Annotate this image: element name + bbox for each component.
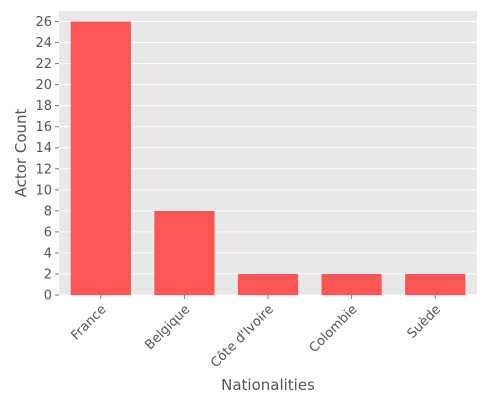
y-tick-label: 2 bbox=[44, 267, 52, 282]
y-tick-label: 0 bbox=[44, 289, 52, 304]
x-tick-label: Colombie bbox=[307, 302, 361, 356]
y-tick-label: 24 bbox=[35, 36, 52, 51]
y-tick-label: 16 bbox=[35, 120, 52, 135]
y-tick-label: 6 bbox=[44, 225, 52, 240]
x-tick-label: Suède bbox=[405, 302, 444, 341]
bar bbox=[70, 21, 131, 295]
y-tick-label: 10 bbox=[35, 183, 52, 198]
y-tick-label: 20 bbox=[35, 78, 52, 93]
y-tick-label: 4 bbox=[44, 246, 52, 261]
y-axis-title: Actor Count bbox=[12, 108, 30, 197]
bar bbox=[405, 273, 466, 295]
x-tick-label: France bbox=[68, 302, 109, 343]
x-axis-title: Nationalities bbox=[221, 376, 315, 394]
x-tick-label: Belgique bbox=[142, 302, 193, 353]
bar bbox=[154, 210, 215, 295]
x-axis-ticks: France Belgique Côte d'Ivoire Colombie Suède bbox=[68, 295, 444, 371]
y-tick-label: 22 bbox=[35, 57, 52, 72]
y-tick-label: 26 bbox=[35, 15, 52, 30]
y-tick-label: 14 bbox=[35, 141, 52, 156]
bar bbox=[237, 273, 299, 295]
y-tick-label: 18 bbox=[35, 99, 52, 114]
y-tick-label: 12 bbox=[35, 162, 52, 177]
x-tick-label: Côte d'Ivoire bbox=[208, 302, 277, 371]
bar bbox=[321, 273, 382, 295]
y-tick-label: 8 bbox=[44, 204, 52, 219]
bars bbox=[70, 21, 466, 295]
